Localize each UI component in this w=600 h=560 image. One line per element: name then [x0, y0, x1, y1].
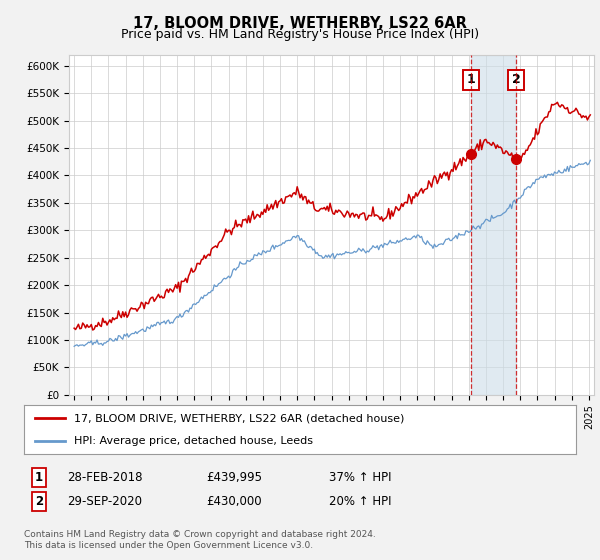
- Text: 20% ↑ HPI: 20% ↑ HPI: [329, 494, 391, 508]
- Text: 28-FEB-2018: 28-FEB-2018: [67, 470, 143, 484]
- Text: 2: 2: [35, 494, 43, 508]
- Text: HPI: Average price, detached house, Leeds: HPI: Average price, detached house, Leed…: [74, 436, 313, 446]
- Text: Price paid vs. HM Land Registry's House Price Index (HPI): Price paid vs. HM Land Registry's House …: [121, 28, 479, 41]
- Text: 37% ↑ HPI: 37% ↑ HPI: [329, 470, 391, 484]
- Text: 17, BLOOM DRIVE, WETHERBY, LS22 6AR: 17, BLOOM DRIVE, WETHERBY, LS22 6AR: [133, 16, 467, 31]
- Text: £439,995: £439,995: [206, 470, 262, 484]
- Text: Contains HM Land Registry data © Crown copyright and database right 2024.: Contains HM Land Registry data © Crown c…: [24, 530, 376, 539]
- Text: 1: 1: [467, 73, 476, 86]
- Text: 17, BLOOM DRIVE, WETHERBY, LS22 6AR (detached house): 17, BLOOM DRIVE, WETHERBY, LS22 6AR (det…: [74, 413, 404, 423]
- Text: 29-SEP-2020: 29-SEP-2020: [67, 494, 143, 508]
- Bar: [472, 55, 516, 395]
- Text: 1: 1: [35, 470, 43, 484]
- Text: 2: 2: [512, 73, 520, 86]
- Text: This data is licensed under the Open Government Licence v3.0.: This data is licensed under the Open Gov…: [24, 541, 313, 550]
- Text: £430,000: £430,000: [206, 494, 262, 508]
